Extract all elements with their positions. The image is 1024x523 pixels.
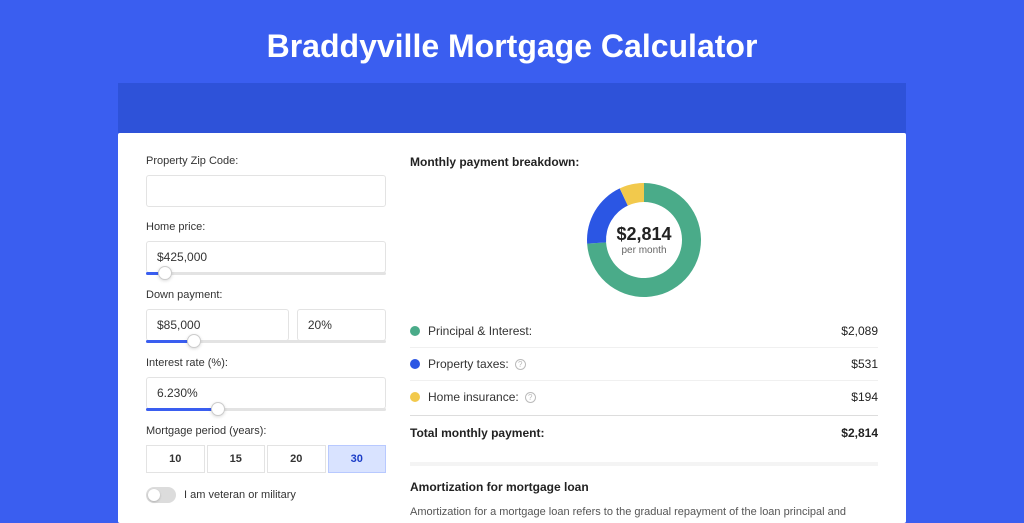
zip-label: Property Zip Code: — [146, 155, 386, 167]
breakdown-panel: Monthly payment breakdown: $2,814 per mo… — [410, 155, 878, 523]
interest-rate-group: Interest rate (%): — [146, 357, 386, 411]
legend: Principal & Interest:$2,089Property taxe… — [410, 315, 878, 413]
interest-rate-slider[interactable] — [146, 408, 386, 411]
legend-label: Home insurance:? — [428, 390, 851, 404]
down-payment-label: Down payment: — [146, 289, 386, 301]
legend-label: Principal & Interest: — [428, 324, 841, 338]
legend-value: $531 — [851, 357, 878, 371]
legend-row-home_insurance: Home insurance:?$194 — [410, 381, 878, 413]
legend-row-property_taxes: Property taxes:?$531 — [410, 348, 878, 381]
breakdown-title: Monthly payment breakdown: — [410, 155, 878, 169]
period-label: Mortgage period (years): — [146, 425, 386, 437]
calculator-card: Property Zip Code: Home price: Down paym… — [118, 133, 906, 523]
amortization-section: Amortization for mortgage loan Amortizat… — [410, 462, 878, 523]
donut-sublabel: per month — [616, 245, 671, 256]
donut-amount: $2,814 — [616, 224, 671, 245]
home-price-group: Home price: — [146, 221, 386, 275]
down-payment-amount-input[interactable] — [146, 309, 289, 341]
legend-value: $2,089 — [841, 324, 878, 338]
legend-dot-icon — [410, 326, 420, 336]
info-icon[interactable]: ? — [515, 359, 526, 370]
legend-label: Property taxes:? — [428, 357, 851, 371]
period-option-10[interactable]: 10 — [146, 445, 205, 473]
home-price-label: Home price: — [146, 221, 386, 233]
period-option-15[interactable]: 15 — [207, 445, 266, 473]
interest-rate-label: Interest rate (%): — [146, 357, 386, 369]
legend-dot-icon — [410, 392, 420, 402]
info-icon[interactable]: ? — [525, 392, 536, 403]
legend-value: $194 — [851, 390, 878, 404]
donut-chart: $2,814 per month — [410, 179, 878, 301]
veteran-row: I am veteran or military — [146, 487, 386, 503]
total-row: Total monthly payment: $2,814 — [410, 415, 878, 454]
veteran-label: I am veteran or military — [184, 489, 296, 501]
total-value: $2,814 — [841, 426, 878, 440]
slider-thumb[interactable] — [211, 402, 225, 416]
down-payment-slider[interactable] — [146, 340, 386, 343]
amortization-text: Amortization for a mortgage loan refers … — [410, 504, 878, 523]
down-payment-group: Down payment: — [146, 289, 386, 343]
period-option-20[interactable]: 20 — [267, 445, 326, 473]
donut-center: $2,814 per month — [616, 224, 671, 256]
page-title: Braddyville Mortgage Calculator — [0, 0, 1024, 83]
interest-rate-input[interactable] — [146, 377, 386, 409]
down-payment-percent-input[interactable] — [297, 309, 386, 341]
legend-dot-icon — [410, 359, 420, 369]
zip-group: Property Zip Code: — [146, 155, 386, 207]
slider-thumb[interactable] — [158, 266, 172, 280]
home-price-input[interactable] — [146, 241, 386, 273]
home-price-slider[interactable] — [146, 272, 386, 275]
legend-row-principal_interest: Principal & Interest:$2,089 — [410, 315, 878, 348]
total-label: Total monthly payment: — [410, 426, 841, 440]
amortization-title: Amortization for mortgage loan — [410, 480, 878, 494]
period-option-30[interactable]: 30 — [328, 445, 387, 473]
veteran-toggle[interactable] — [146, 487, 176, 503]
slider-thumb[interactable] — [187, 334, 201, 348]
zip-input[interactable] — [146, 175, 386, 207]
header-strip — [118, 83, 906, 133]
form-panel: Property Zip Code: Home price: Down paym… — [146, 155, 386, 523]
period-group: Mortgage period (years): 10152030 — [146, 425, 386, 473]
